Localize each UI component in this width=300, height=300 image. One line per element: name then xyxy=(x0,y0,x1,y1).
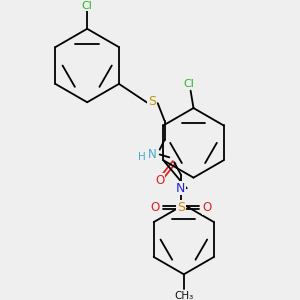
Text: N: N xyxy=(148,148,156,161)
Text: CH₃: CH₃ xyxy=(174,291,194,300)
Text: O: O xyxy=(150,201,160,214)
Text: N: N xyxy=(176,182,186,195)
Text: H: H xyxy=(138,152,146,162)
Text: O: O xyxy=(155,174,164,187)
Text: S: S xyxy=(177,201,185,214)
Text: S: S xyxy=(148,95,156,108)
Text: Cl: Cl xyxy=(183,79,194,89)
Text: O: O xyxy=(202,201,212,214)
Text: Cl: Cl xyxy=(82,1,93,10)
